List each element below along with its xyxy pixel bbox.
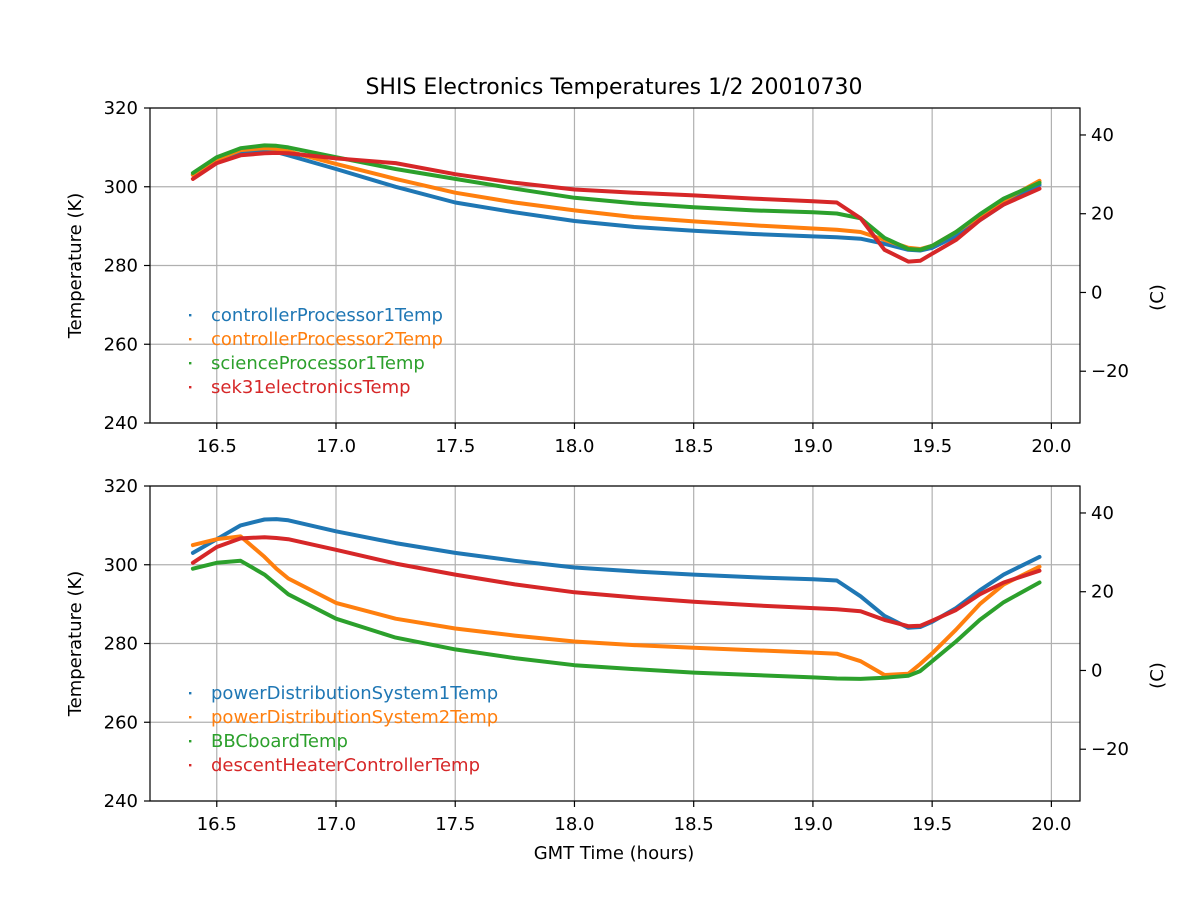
- x-tick-label: 17.0: [316, 814, 356, 835]
- x-tick-label: 17.5: [435, 436, 475, 457]
- y-tick-label: 260: [104, 334, 138, 355]
- y-tick-label: 240: [104, 791, 138, 812]
- y-tick-label: 260: [104, 712, 138, 733]
- x-tick-label: 17.0: [316, 436, 356, 457]
- legend: controllerProcessor1Temp controllerProces…: [189, 305, 443, 398]
- x-axis-label: GMT Time (hours): [534, 843, 695, 864]
- x-tick-label: 16.5: [197, 436, 237, 457]
- y-tick-label: 320: [104, 476, 138, 497]
- chart-title: SHIS Electronics Temperatures 1/2 200107…: [365, 75, 862, 100]
- x-tick-label: 16.5: [197, 814, 237, 835]
- y-axis-label: Temperature (K): [65, 193, 86, 340]
- x-tick-label: 18.5: [674, 814, 714, 835]
- legend-marker: [189, 386, 192, 389]
- y-tick-label: 280: [104, 634, 138, 655]
- y-right-tick-label: 20: [1091, 582, 1114, 603]
- series-line-sek31electronicsTemp: [190, 150, 1042, 264]
- x-tick-label: 20.0: [1031, 436, 1071, 457]
- x-tick-label: 19.5: [912, 814, 952, 835]
- y-right-axis-label: (C): [1147, 284, 1168, 311]
- series-line-powerDistributionSystem2Temp: [190, 534, 1042, 677]
- legend-label: BBCboardTemp: [211, 731, 348, 752]
- x-tick-label: 18.5: [674, 436, 714, 457]
- legend-marker: [189, 764, 192, 767]
- panel-top: 16.5 17.0 17.5 18.0 18.5 19.0 19.5 20.0 240 260 28…: [65, 98, 1168, 457]
- legend-marker: [189, 740, 192, 743]
- legend-marker: [189, 716, 192, 719]
- x-tick-label: 19.5: [912, 436, 952, 457]
- legend-marker: [189, 692, 192, 695]
- y-tick-label: 240: [104, 413, 138, 434]
- series-line-BBCboardTemp: [190, 558, 1042, 681]
- y-tick-label: 300: [104, 177, 138, 198]
- legend-label: sek31electronicsTemp: [211, 377, 411, 398]
- y-tick-label: 300: [104, 555, 138, 576]
- x-tick-label: 17.5: [435, 814, 475, 835]
- legend-label: controllerProcessor1Temp: [211, 305, 443, 326]
- x-tick-label: 18.0: [554, 814, 594, 835]
- y-right-axis-label: (C): [1147, 662, 1168, 689]
- y-right-tick-label: −20: [1091, 361, 1129, 382]
- y-right-tick-label: 0: [1091, 282, 1102, 303]
- y-right-tick-label: −20: [1091, 739, 1129, 760]
- x-tick-label: 18.0: [554, 436, 594, 457]
- x-tick-label: 19.0: [793, 814, 833, 835]
- legend-marker: [189, 362, 192, 365]
- x-tick-label: 19.0: [793, 436, 833, 457]
- legend-label: powerDistributionSystem1Temp: [211, 683, 498, 704]
- panel-bottom: 16.5 17.0 17.5 18.0 18.5 19.0 19.5 20.0 240 260 28…: [65, 476, 1168, 835]
- y-right-tick-label: 20: [1091, 204, 1114, 225]
- series-line-descentHeaterControllerTemp: [190, 535, 1042, 629]
- legend: powerDistributionSystem1Temp powerDistrib…: [189, 683, 498, 776]
- x-tick-label: 20.0: [1031, 814, 1071, 835]
- series-line-scienceProcessor1Temp: [190, 143, 1042, 252]
- legend-label: powerDistributionSystem2Temp: [211, 707, 498, 728]
- y-right-tick-label: 0: [1091, 660, 1102, 681]
- y-tick-label: 280: [104, 256, 138, 277]
- legend-label: descentHeaterControllerTemp: [211, 755, 480, 776]
- y-axis-label: Temperature (K): [65, 571, 86, 718]
- y-right-tick-label: 40: [1091, 125, 1114, 146]
- legend-marker: [189, 338, 192, 341]
- legend-label: controllerProcessor2Temp: [211, 329, 443, 350]
- legend-marker: [189, 314, 192, 317]
- y-right-tick-label: 40: [1091, 503, 1114, 524]
- y-tick-label: 320: [104, 98, 138, 119]
- legend-label: scienceProcessor1Temp: [211, 353, 425, 374]
